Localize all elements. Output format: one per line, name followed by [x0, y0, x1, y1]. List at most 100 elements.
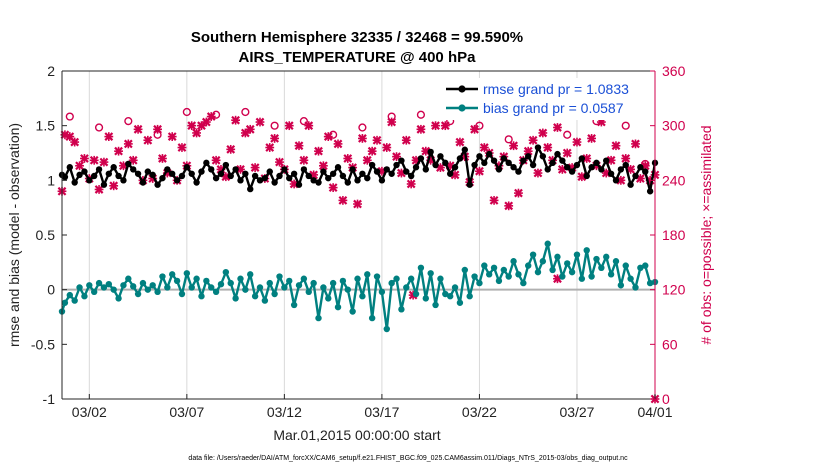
obs-assimilated-point	[304, 121, 314, 131]
rmse-point	[461, 146, 469, 153]
bias-point	[71, 297, 78, 304]
bias-point	[525, 262, 532, 269]
bias-point	[398, 306, 405, 313]
rmse-point	[212, 174, 220, 182]
rmse-point	[183, 164, 191, 171]
obs-assimilated-point	[133, 124, 143, 134]
rmse-point	[339, 172, 347, 180]
y-tick-label: 1.5	[36, 118, 56, 134]
rmse-point	[295, 181, 303, 188]
rmse-point	[364, 174, 371, 182]
rmse-point	[173, 177, 181, 184]
obs-assimilated-point	[606, 155, 616, 165]
rmse-point	[412, 164, 420, 171]
bias-point	[339, 277, 347, 285]
rmse-point	[100, 181, 108, 188]
bias-point	[603, 253, 610, 261]
bias-point	[466, 293, 473, 300]
y-tick-label: 1	[47, 172, 55, 188]
rmse-point	[583, 172, 590, 180]
bias-point	[481, 262, 488, 269]
bias-point	[198, 293, 205, 300]
obs-assimilated-point	[562, 148, 572, 158]
bias-point	[412, 290, 420, 298]
bias-point	[281, 284, 288, 291]
y2-axis-ticks: 0 60 120 180 240 300 360	[650, 63, 686, 407]
rmse-point	[578, 155, 586, 162]
obs-assimilated-point	[94, 185, 104, 194]
rmse-point	[325, 174, 332, 182]
rmse-point	[344, 179, 351, 186]
rmse-point	[607, 170, 615, 177]
obs-assimilated-point	[582, 154, 592, 163]
obs-assimilated-point	[123, 139, 133, 149]
obs-possible-point	[621, 121, 630, 130]
bias-point	[588, 273, 595, 280]
legend-bias-label: bias grand pr = 0.0587	[483, 100, 624, 116]
bias-point	[534, 268, 542, 276]
bias-point	[437, 275, 444, 282]
bias-point	[539, 258, 547, 265]
legend-rmse-label: rmse grand pr = 1.0833	[483, 81, 629, 97]
bias-point	[271, 290, 278, 298]
rmse-point	[544, 166, 551, 173]
x-axis-label: Mar.01,2015 00:00:00 start	[273, 427, 440, 443]
obs-assimilated-point	[245, 124, 255, 134]
bias-point	[169, 271, 176, 278]
rmse-point	[315, 179, 322, 186]
rmse-point	[529, 161, 537, 169]
rmse-point	[515, 168, 522, 175]
bias-point	[632, 284, 639, 291]
obs-assimilated-point	[143, 135, 153, 145]
rmse-point	[115, 172, 122, 180]
rmse-point	[105, 170, 113, 177]
obs-assimilated-point	[323, 132, 333, 141]
bias-point	[344, 286, 351, 293]
legend: rmse grand pr = 1.0833 bias grand pr = 0…	[442, 78, 654, 120]
rmse-point	[290, 170, 298, 177]
rmse-point	[437, 153, 444, 160]
bias-point	[315, 314, 322, 322]
rmse-point	[534, 144, 542, 151]
y2-tick-label: 300	[662, 118, 686, 134]
obs-assimilated-point	[470, 124, 479, 134]
obs-possible-point	[182, 107, 191, 117]
obs-assimilated-point	[431, 121, 440, 131]
rmse-point	[593, 159, 600, 167]
rmse-point	[442, 159, 449, 167]
rmse-point	[627, 181, 634, 188]
obs-possible-point	[299, 117, 308, 126]
rmse-point	[61, 173, 69, 181]
rmse-point	[490, 157, 498, 164]
bias-point	[612, 258, 620, 265]
bias-point	[61, 299, 69, 306]
rmse-point	[505, 159, 512, 167]
rmse-point	[559, 157, 566, 164]
bias-point	[110, 286, 117, 293]
bias-point	[559, 273, 566, 280]
obs-assimilated-point	[177, 143, 187, 152]
bias-point	[622, 262, 629, 269]
y2-tick-label: 360	[662, 63, 686, 79]
obs-assimilated-point	[265, 143, 275, 152]
y2-tick-label: 120	[662, 282, 686, 298]
rmse-point	[646, 188, 654, 195]
rmse-point	[334, 164, 342, 171]
obs-assimilated-point	[294, 141, 304, 151]
bias-point	[115, 295, 122, 302]
chart-subtitle: AIRS_TEMPERATURE @ 400 hPa	[239, 49, 477, 66]
rmse-point	[256, 177, 264, 184]
x-tick-label: 03/02	[72, 404, 107, 420]
bias-point	[208, 284, 215, 291]
bias-point	[334, 303, 342, 311]
obs-possible-point	[94, 123, 104, 132]
bias-point	[417, 264, 425, 271]
rmse-point	[159, 174, 166, 182]
bias-point	[81, 293, 88, 300]
bias-point	[325, 295, 332, 302]
rmse-point	[90, 172, 98, 180]
obs-assimilated-point	[587, 134, 597, 143]
rmse-point	[432, 161, 439, 169]
obs-assimilated-point	[533, 168, 543, 178]
bias-point	[432, 301, 439, 309]
